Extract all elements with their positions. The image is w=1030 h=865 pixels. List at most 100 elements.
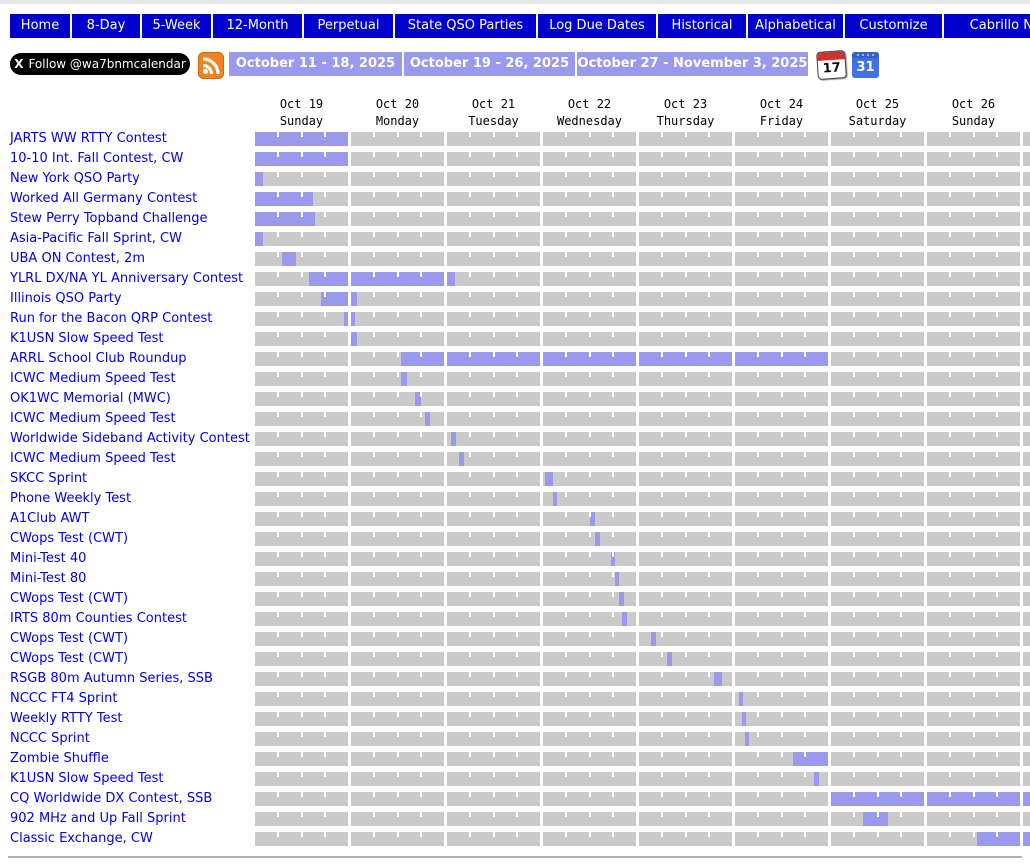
calendar-tearoff-icon[interactable]: 17 [816,50,847,80]
contest-link-k1usn-slow-speed-test[interactable]: K1USN Slow Speed Test [10,331,164,346]
quarter-tick [781,672,783,677]
contest-link-k1usn-slow-speed-test[interactable]: K1USN Slow Speed Test [10,771,164,786]
contest-link-asia-pacific-fall-sprint-cw[interactable]: Asia-Pacific Fall Sprint, CW [10,231,182,246]
day-cell [447,712,540,726]
day-cell [543,392,636,406]
day-cell [927,612,1020,626]
quarter-tick [612,132,614,137]
contest-link-mini-test-40[interactable]: Mini-Test 40 [10,551,87,566]
contest-link-cwops-test-cwt[interactable]: CWops Test (CWT) [10,631,129,646]
quarter-tick [612,812,614,817]
day-cell [255,792,348,806]
quarter-tick [900,412,902,417]
rss-icon[interactable] [198,52,224,83]
week-button-october-11-18-2025[interactable]: October 11 - 18, 2025 [229,52,402,76]
quarter-tick [781,472,783,477]
quarter-tick [973,572,975,577]
contest-link-icwc-medium-speed-test[interactable]: ICWC Medium Speed Test [10,451,176,466]
contest-link-rsgb-80m-autumn-series-ssb[interactable]: RSGB 80m Autumn Series, SSB [10,671,213,686]
quarter-tick [877,492,879,497]
quarter-tick [324,132,326,137]
contest-link-new-york-qso-party[interactable]: New York QSO Party [10,171,140,186]
quarter-tick [420,432,422,437]
quarter-tick [757,392,759,397]
follow-button[interactable]: X Follow @wa7bnmcalendar [10,53,190,75]
nav-item-5-week[interactable]: 5-Week [142,14,211,38]
contest-link-worked-all-germany-contest[interactable]: Worked All Germany Contest [10,191,198,206]
quarter-tick [420,492,422,497]
quarter-tick [612,492,614,497]
quarter-tick [516,652,518,657]
quarter-tick [420,832,422,837]
week-button-october-19-26-2025[interactable]: October 19 - 26, 2025 [404,52,575,76]
week-button-october-27-november-3-2025[interactable]: October 27 - November 3, 2025 [577,52,808,76]
quarter-tick [493,732,495,737]
quarter-tick [589,772,591,777]
contest-link-mini-test-80[interactable]: Mini-Test 80 [10,571,87,586]
contest-link-nccc-sprint[interactable]: NCCC Sprint [10,731,90,746]
contest-link-ok1wc-memorial-mwc[interactable]: OK1WC Memorial (MWC) [10,391,171,406]
quarter-tick [420,592,422,597]
contest-link-arrl-school-club-roundup[interactable]: ARRL School Club Roundup [10,351,187,366]
nav-item-alphabetical[interactable]: Alphabetical [748,14,843,38]
nav-item-customize[interactable]: Customize [845,14,942,38]
quarter-tick [493,452,495,457]
nav-item-log-due-dates[interactable]: Log Due Dates [538,14,656,38]
quarter-tick [877,752,879,757]
contest-link-phone-weekly-test[interactable]: Phone Weekly Test [10,491,132,506]
quarter-tick [757,272,759,277]
quarter-tick [589,632,591,637]
contest-link-irts-80m-counties-contest[interactable]: IRTS 80m Counties Contest [10,611,187,626]
nav-item-12-month[interactable]: 12-Month [213,14,302,38]
quarter-tick [757,552,759,557]
contest-link-902-mhz-and-up-fall-sprint[interactable]: 902 MHz and Up Fall Sprint [10,811,186,826]
contest-link-nccc-ft4-sprint[interactable]: NCCC FT4 Sprint [10,691,118,706]
contest-link-run-for-the-bacon-qrp-contest[interactable]: Run for the Bacon QRP Contest [10,311,213,326]
quarter-tick [877,332,879,337]
quarter-tick [853,672,855,677]
contest-link-icwc-medium-speed-test[interactable]: ICWC Medium Speed Test [10,411,176,426]
day-cell [351,772,444,786]
contest-link-illinois-qso-party[interactable]: Illinois QSO Party [10,291,122,306]
quarter-tick [277,232,279,237]
contest-link-classic-exchange-cw[interactable]: Classic Exchange, CW [10,831,153,846]
contest-link-cwops-test-cwt[interactable]: CWops Test (CWT) [10,651,129,666]
quarter-tick [516,732,518,737]
quarter-tick [493,752,495,757]
contest-link-uba-on-contest-2m[interactable]: UBA ON Contest, 2m [10,251,145,266]
contest-link-10-10-int-fall-contest-cw[interactable]: 10-10 Int. Fall Contest, CW [10,151,184,166]
contest-link-weekly-rtty-test[interactable]: Weekly RTTY Test [10,711,123,726]
quarter-tick [996,652,998,657]
quarter-tick [493,832,495,837]
contest-link-cwops-test-cwt[interactable]: CWops Test (CWT) [10,531,129,546]
quarter-tick [973,652,975,657]
contest-link-cq-worldwide-dx-contest-ssb[interactable]: CQ Worldwide DX Contest, SSB [10,791,213,806]
contest-link-jarts-ww-rtty-contest[interactable]: JARTS WW RTTY Contest [10,131,167,146]
quarter-tick [589,352,591,357]
quarter-tick [996,812,998,817]
google-calendar-icon[interactable]: 31 [852,52,879,78]
quarter-tick [757,632,759,637]
contest-link-cwops-test-cwt[interactable]: CWops Test (CWT) [10,591,129,606]
contest-link-icwc-medium-speed-test[interactable]: ICWC Medium Speed Test [10,371,176,386]
contest-link-zombie-shuffle[interactable]: Zombie Shuffle [10,751,109,766]
contest-link-ylrl-dx-na-yl-anniversary-contest[interactable]: YLRL DX/NA YL Anniversary Contest [10,271,244,286]
contest-link-skcc-sprint[interactable]: SKCC Sprint [10,471,88,486]
contest-bar [863,812,888,826]
quarter-tick [493,692,495,697]
quarter-tick [708,772,710,777]
nav-item-home[interactable]: Home [10,14,70,38]
quarter-tick [397,692,399,697]
nav-item-8-day[interactable]: 8-Day [72,14,140,38]
quarter-tick [877,292,879,297]
quarter-tick [277,372,279,377]
nav-item-historical[interactable]: Historical [658,14,746,38]
quarter-tick [900,432,902,437]
nav-item-perpetual[interactable]: Perpetual [304,14,393,38]
day-cell [543,132,636,146]
contest-link-a1club-awt[interactable]: A1Club AWT [10,511,90,526]
nav-item-state-qso-parties[interactable]: State QSO Parties [395,14,536,38]
nav-item-cabrillo-names[interactable]: Cabrillo Names [944,14,1030,38]
contest-link-stew-perry-topband-challenge[interactable]: Stew Perry Topband Challenge [10,211,208,226]
contest-link-worldwide-sideband-activity-contest[interactable]: Worldwide Sideband Activity Contest [10,431,250,446]
